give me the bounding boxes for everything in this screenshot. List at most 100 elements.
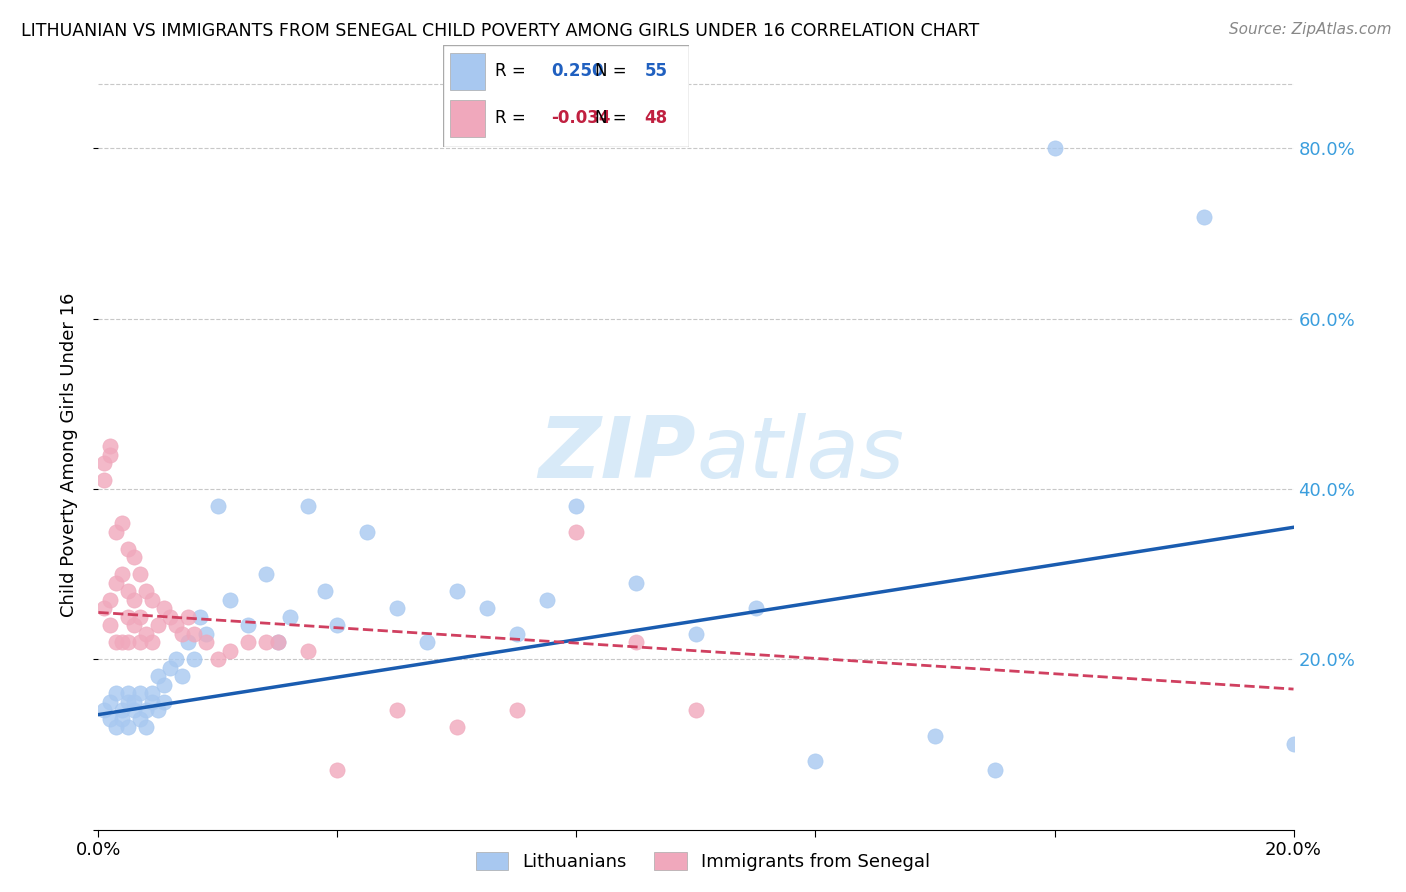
Point [141,695,163,709]
Text: Source: ZipAtlas.com: Source: ZipAtlas.com [1229,22,1392,37]
Point [1282,738,1305,752]
Point [141,592,163,607]
Point [475,601,498,615]
Point [315,584,337,599]
Point [745,601,768,615]
Point [135,720,157,734]
Point [385,703,409,717]
Point [267,635,290,649]
Point [183,626,205,640]
Point [117,541,139,556]
Point [117,584,139,599]
Point [195,626,218,640]
Point [278,609,301,624]
Point [446,584,468,599]
Point [117,695,139,709]
Point [159,609,181,624]
Text: atlas: atlas [696,413,904,497]
Point [124,618,146,632]
Point [506,703,529,717]
Point [183,652,205,666]
Point [153,678,176,692]
Point [446,720,468,734]
Point [172,626,194,640]
Text: N =: N = [596,62,627,80]
Point [219,592,242,607]
Point [984,763,1007,777]
Point [254,567,277,582]
Text: R =: R = [495,110,526,128]
Point [685,626,707,640]
Point [207,652,229,666]
Text: ZIP: ZIP [538,413,696,497]
Point [153,601,176,615]
Point [177,609,200,624]
Point [356,524,378,539]
Point [172,669,194,683]
Point [626,635,648,649]
Point [98,439,122,453]
Point [188,609,211,624]
Point [98,592,122,607]
Point [117,686,139,700]
Point [124,550,146,565]
Point [111,635,134,649]
Text: 55: 55 [644,62,668,80]
Text: -0.034: -0.034 [551,110,610,128]
Point [98,618,122,632]
Point [124,695,146,709]
Point [93,474,115,488]
Point [93,703,115,717]
Point [267,635,290,649]
FancyBboxPatch shape [443,45,689,147]
Point [297,644,319,658]
Point [1192,210,1215,224]
Text: R =: R = [495,62,526,80]
Point [135,584,157,599]
Point [129,635,152,649]
Point [536,592,558,607]
Point [236,635,259,649]
Point [626,575,648,590]
Y-axis label: Child Poverty Among Girls Under 16: Child Poverty Among Girls Under 16 [59,293,77,617]
Point [153,695,176,709]
Point [105,524,128,539]
Point [254,635,277,649]
Point [177,635,200,649]
Text: N =: N = [596,110,627,128]
FancyBboxPatch shape [450,53,485,90]
Legend: Lithuanians, Immigrants from Senegal: Lithuanians, Immigrants from Senegal [468,845,938,879]
Point [117,720,139,734]
Point [124,703,146,717]
Point [148,703,170,717]
Point [111,567,134,582]
Point [124,592,146,607]
Point [326,763,349,777]
Text: 0.250: 0.250 [551,62,603,80]
Point [236,618,259,632]
Point [129,609,152,624]
Point [219,644,242,658]
Point [385,601,409,615]
Point [141,635,163,649]
Point [1043,141,1066,155]
Point [105,686,128,700]
Text: 48: 48 [644,110,668,128]
Point [98,448,122,462]
Point [117,635,139,649]
Point [129,686,152,700]
Point [565,499,588,513]
Point [924,729,946,743]
Point [117,609,139,624]
Point [506,626,529,640]
Point [141,686,163,700]
Point [165,618,187,632]
Point [565,524,588,539]
Point [129,712,152,726]
Point [416,635,439,649]
Point [207,499,229,513]
Point [111,516,134,530]
Point [195,635,218,649]
Point [165,652,187,666]
Point [93,601,115,615]
